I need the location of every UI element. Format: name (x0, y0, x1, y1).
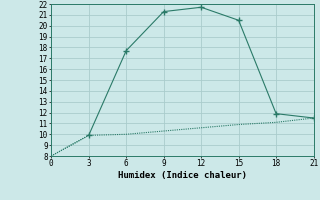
X-axis label: Humidex (Indice chaleur): Humidex (Indice chaleur) (118, 171, 247, 180)
